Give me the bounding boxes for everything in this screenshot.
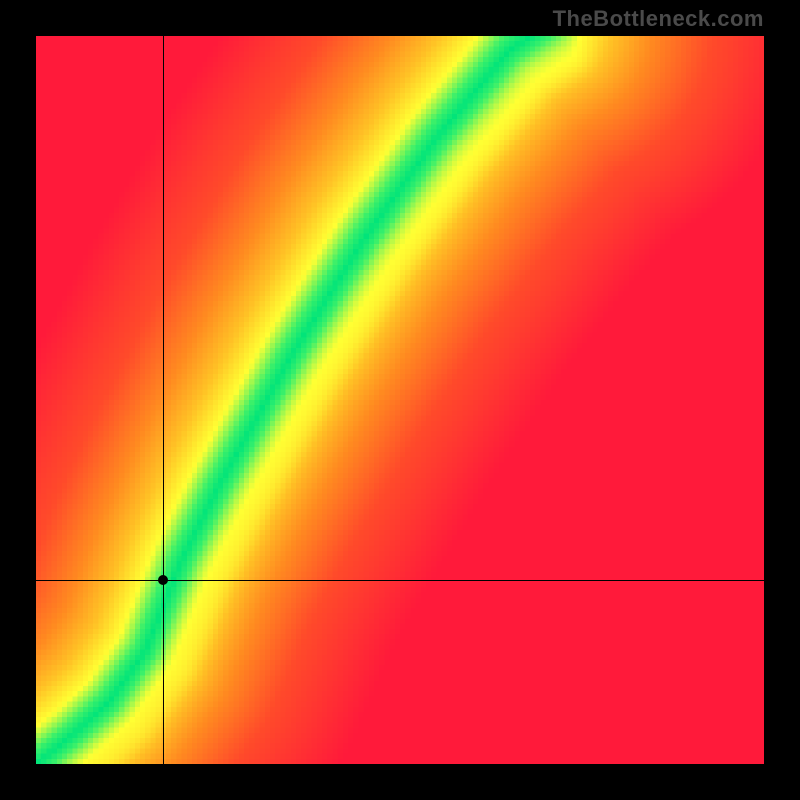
heatmap-canvas: [36, 36, 764, 764]
heatmap-plot: [36, 36, 764, 764]
watermark-text: TheBottleneck.com: [553, 6, 764, 32]
crosshair-horizontal: [36, 580, 764, 581]
crosshair-marker: [158, 575, 168, 585]
crosshair-vertical: [163, 36, 164, 764]
